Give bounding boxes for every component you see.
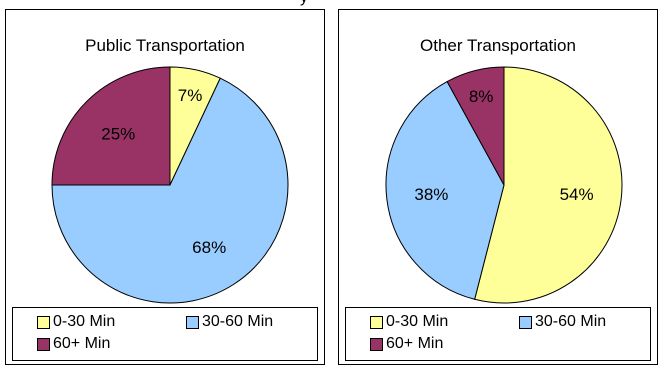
legend-swatch-60-plus [37, 337, 50, 351]
legend-swatch-30-60 [519, 315, 532, 329]
pie-data-label-30-60-min: 38% [414, 185, 448, 204]
pie-slice-30-60-min [385, 80, 505, 300]
legend-item-0-30: 0-30 Min [37, 312, 115, 332]
pie-slice-60-plus-min [446, 66, 505, 186]
legend-label: 0-30 Min [386, 313, 449, 330]
pie-data-label-0-30-min: 54% [560, 185, 594, 204]
pie-data-label-30-60-min: 68% [192, 238, 226, 257]
legend-swatch-0-30 [370, 315, 383, 329]
legend-item-30-60: 30-60 Min [519, 312, 606, 332]
legend-label: 30-60 Min [202, 313, 274, 330]
legend-item-60-plus: 60+ Min [37, 334, 110, 354]
legend-item-30-60: 30-60 Min [186, 312, 273, 332]
other-transportation-chart: Other Transportation 54% 38% 8% 0-30 Min 3… [338, 9, 658, 365]
pie-data-label-0-30-min: 7% [178, 86, 203, 105]
pie-svg: 7% 68% 25% [51, 66, 289, 304]
legend-item-60-plus: 60+ Min [370, 334, 443, 354]
pie-slice-0-30-min [474, 66, 623, 304]
legend-swatch-60-plus [370, 337, 383, 351]
legend: 0-30 Min 30-60 Min 60+ Min [345, 307, 651, 361]
legend-label: 60+ Min [53, 335, 111, 352]
pie-data-label-60-plus-min: 8% [469, 87, 494, 106]
legend-label: 30-60 Min [535, 313, 607, 330]
legend: 0-30 Min 30-60 Min 60+ Min [12, 307, 318, 361]
legend-swatch-0-30 [37, 315, 50, 329]
chart-title: Public Transportation [85, 36, 245, 55]
pie-slice-60-plus-min [51, 66, 171, 186]
legend-label: 0-30 Min [53, 313, 116, 330]
clipped-heading-fragment: y [300, 0, 340, 9]
legend-label: 60+ Min [386, 335, 444, 352]
legend-item-0-30: 0-30 Min [370, 312, 448, 332]
pie-svg: 54% 38% 8% [385, 66, 623, 304]
chart-title: Other Transportation [420, 36, 576, 55]
clipped-heading-text: y [300, 0, 308, 7]
pie-slice-30-60-min [51, 77, 289, 304]
public-transportation-chart: Public Transportation 7% 68% 25% 0-30 Min … [5, 9, 325, 365]
legend-swatch-30-60 [186, 315, 199, 329]
pie-data-label-60-plus-min: 25% [101, 124, 135, 143]
